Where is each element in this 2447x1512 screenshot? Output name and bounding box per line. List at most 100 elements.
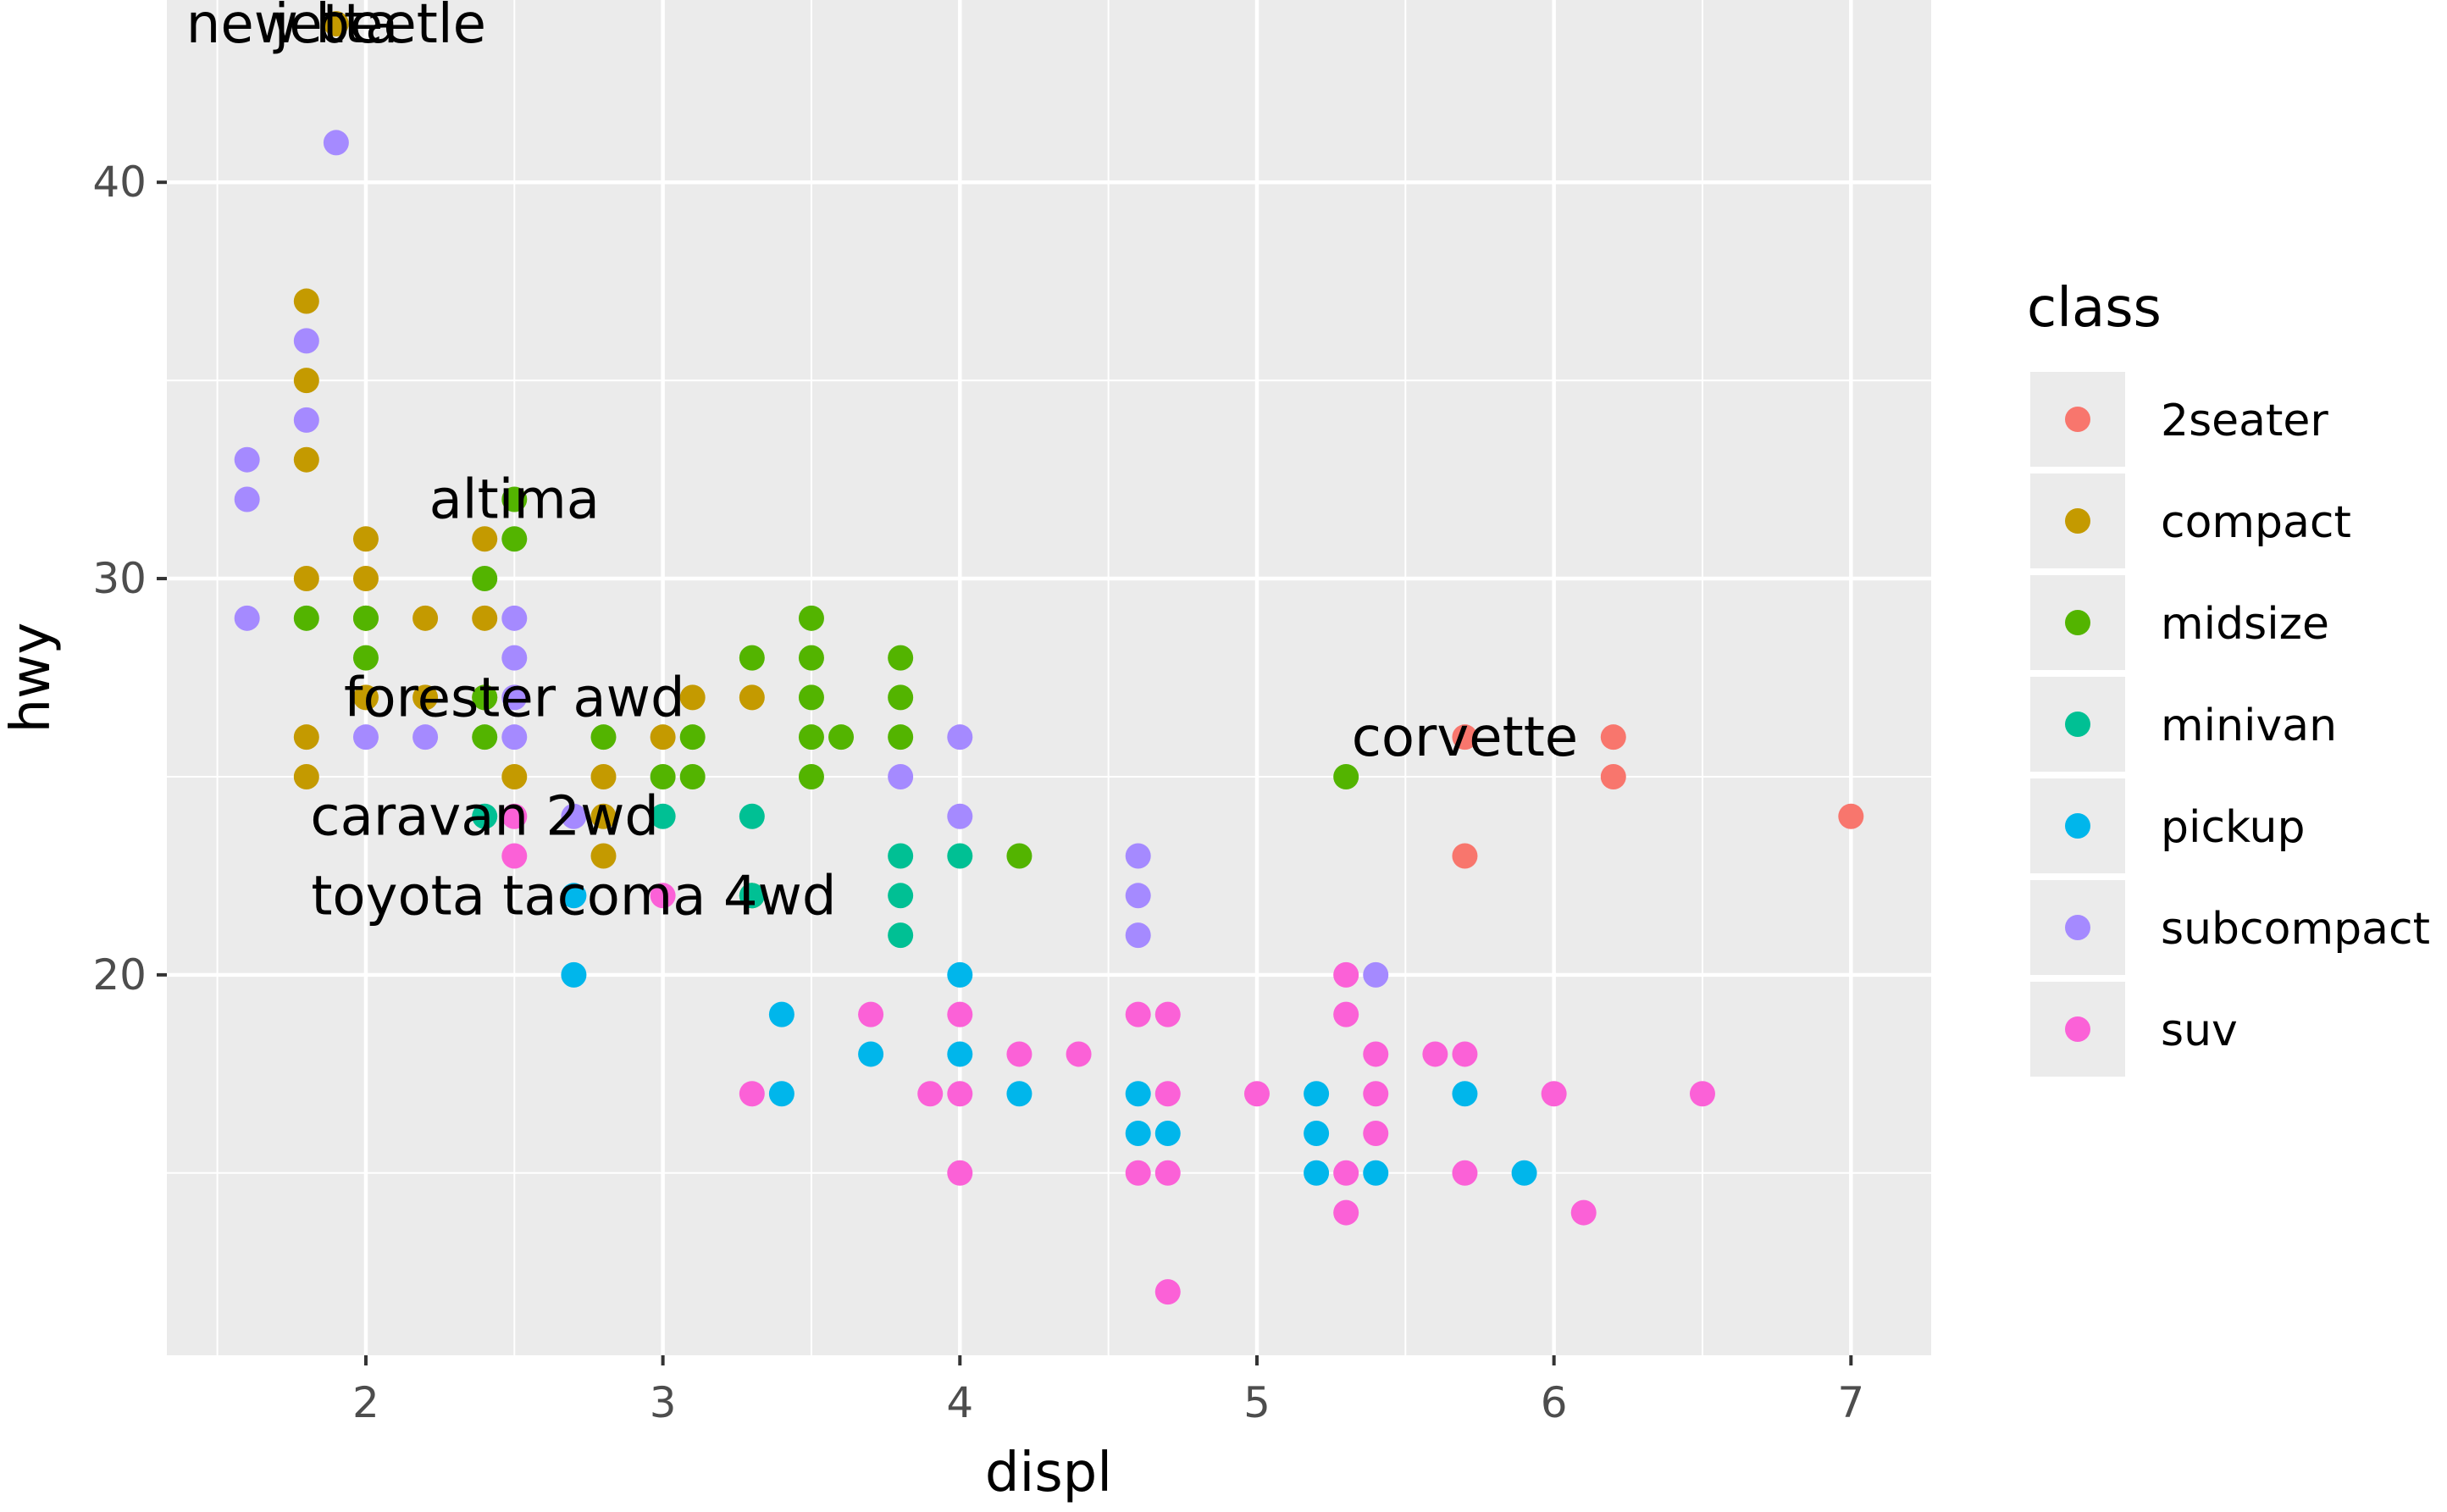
data-point-midsize: [501, 526, 528, 552]
data-point-midsize: [798, 684, 824, 711]
data-point-compact: [501, 763, 528, 789]
data-point-midsize: [1006, 843, 1033, 869]
data-point-2seater: [1600, 724, 1626, 750]
data-point-midsize: [798, 724, 824, 750]
data-points: [234, 11, 1864, 1305]
axis-ticks: 2 3 4 5 6 7 20 30 40: [92, 158, 1864, 1427]
data-point-compact: [590, 843, 617, 869]
data-point-midsize: [1333, 763, 1359, 789]
data-point-compact: [293, 763, 319, 789]
data-point-pickup: [1511, 1160, 1537, 1186]
data-point-suv: [1333, 1001, 1359, 1027]
data-point-suv: [1243, 1081, 1270, 1107]
data-point-subcompact: [293, 407, 319, 433]
data-point-subcompact: [501, 645, 528, 671]
y-tick-label: 40: [92, 158, 147, 207]
data-point-compact: [472, 605, 498, 631]
data-point-pickup: [1304, 1081, 1330, 1107]
legend-label-minivan: minivan: [2161, 701, 2337, 751]
legend-label-subcompact: subcompact: [2161, 904, 2430, 955]
data-point-pickup: [1006, 1081, 1033, 1107]
annotation-label: new beetle: [186, 0, 486, 56]
data-point-compact: [352, 684, 379, 711]
data-point-midsize: [828, 724, 855, 750]
legend-marker-midsize: [2065, 610, 2090, 635]
data-point-midsize: [739, 645, 765, 671]
data-point-compact: [650, 724, 676, 750]
data-point-pickup: [1125, 1121, 1151, 1147]
data-point-suv: [947, 1081, 973, 1107]
data-point-compact: [590, 803, 617, 829]
data-point-suv: [1363, 1121, 1389, 1147]
x-tick-label: 2: [352, 1378, 379, 1427]
data-point-subcompact: [323, 130, 349, 156]
data-point-suv: [1154, 1160, 1181, 1186]
data-point-midsize: [501, 486, 528, 512]
data-point-suv: [501, 803, 528, 829]
data-point-midsize: [590, 724, 617, 750]
data-point-subcompact: [947, 724, 973, 750]
data-point-suv: [1333, 961, 1359, 988]
data-point-suv: [650, 883, 676, 909]
data-point-pickup: [1304, 1121, 1330, 1147]
data-point-compact: [412, 684, 439, 711]
data-point-subcompact: [352, 724, 379, 750]
legend-marker-suv: [2065, 1016, 2090, 1042]
legend-label-compact: compact: [2161, 497, 2351, 548]
data-point-suv: [1333, 1199, 1359, 1226]
data-point-pickup: [561, 883, 587, 909]
data-point-suv: [1154, 1081, 1181, 1107]
data-point-pickup: [1154, 1121, 1181, 1147]
data-point-2seater: [1838, 803, 1864, 829]
data-point-pickup: [768, 1001, 794, 1027]
data-point-suv: [1154, 1279, 1181, 1305]
data-point-compact: [679, 684, 706, 711]
data-point-subcompact: [947, 803, 973, 829]
data-point-pickup: [561, 961, 587, 988]
data-point-midsize: [650, 763, 676, 789]
legend-marker-pickup: [2065, 813, 2090, 839]
data-point-subcompact: [561, 803, 587, 829]
data-point-minivan: [947, 843, 973, 869]
data-point-midsize: [352, 645, 379, 671]
data-point-minivan: [739, 883, 765, 909]
major-grid: [167, 0, 1931, 1355]
plot-panel: [167, 0, 1931, 1355]
data-point-compact: [472, 526, 498, 552]
data-point-pickup: [1125, 1081, 1151, 1107]
data-point-compact: [412, 605, 439, 631]
data-point-suv: [1452, 1041, 1478, 1067]
data-point-midsize: [293, 605, 319, 631]
data-point-compact: [323, 11, 349, 37]
data-point-suv: [858, 1001, 884, 1027]
data-point-pickup: [1304, 1160, 1330, 1186]
data-point-midsize: [888, 684, 914, 711]
x-tick-label: 4: [946, 1378, 973, 1427]
data-point-compact: [293, 724, 319, 750]
data-point-pickup: [947, 1041, 973, 1067]
data-point-suv: [1541, 1081, 1567, 1107]
legend-marker-2seater: [2065, 407, 2090, 432]
data-point-2seater: [1452, 724, 1478, 750]
y-axis-title: hwy: [0, 623, 63, 734]
legend-title: class: [2027, 277, 2162, 340]
legend-marker-subcompact: [2065, 915, 2090, 940]
data-point-pickup: [1452, 1081, 1478, 1107]
data-point-midsize: [888, 645, 914, 671]
data-point-suv: [917, 1081, 944, 1107]
y-tick-label: 20: [92, 950, 147, 1000]
data-point-minivan: [888, 922, 914, 949]
x-tick-label: 5: [1243, 1378, 1271, 1427]
data-point-suv: [1363, 1041, 1389, 1067]
data-point-suv: [739, 1081, 765, 1107]
data-point-subcompact: [501, 724, 528, 750]
data-point-suv: [1452, 1160, 1478, 1186]
data-point-subcompact: [501, 605, 528, 631]
data-point-midsize: [679, 763, 706, 789]
legend-label-suv: suv: [2161, 1005, 2238, 1056]
data-point-compact: [293, 288, 319, 314]
x-tick-label: 3: [650, 1378, 677, 1427]
legend: class 2seater compact midsize minivan pickup…: [2027, 277, 2430, 1077]
data-point-minivan: [650, 803, 676, 829]
